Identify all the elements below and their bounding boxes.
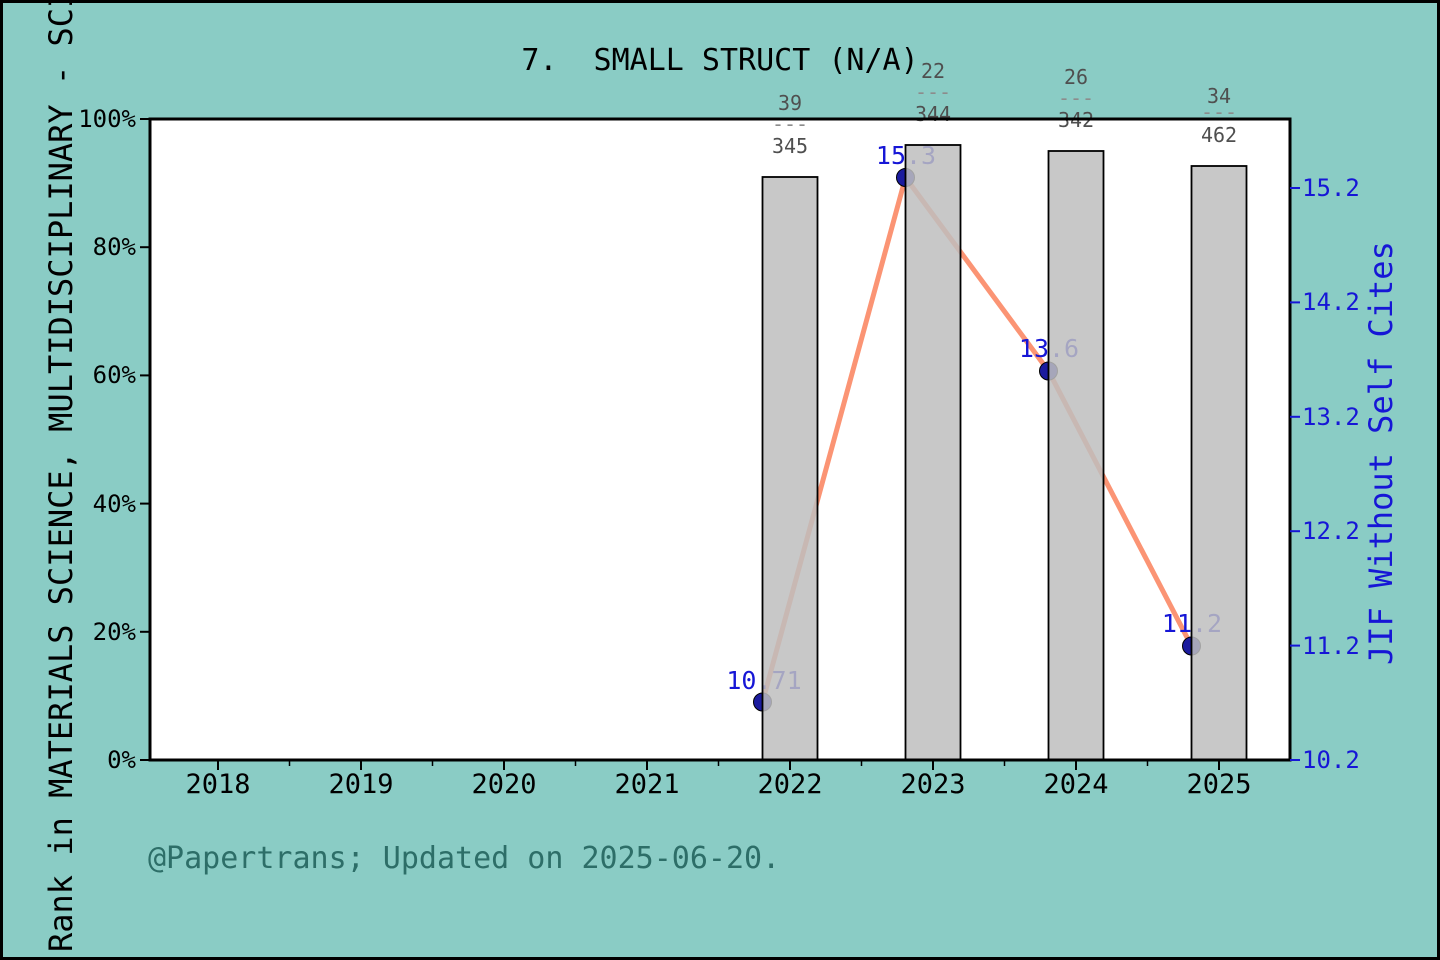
fraction-denominator: 462	[1201, 123, 1237, 147]
right-tick-label: 10.2	[1302, 746, 1360, 774]
left-tick-label: 60%	[93, 361, 137, 389]
rank-fraction-2025: 34 --- 462	[1201, 84, 1237, 147]
left-tick-label: 0%	[107, 746, 136, 774]
right-tick-label: 15.2	[1302, 174, 1360, 202]
x-tick-label: 2022	[757, 769, 822, 800]
x-axis-major-ticks	[217, 760, 1220, 770]
x-axis-minor-ticks	[288, 760, 1149, 766]
left-tick-label: 80%	[93, 233, 137, 261]
x-tick-label: 2023	[900, 769, 965, 800]
rank-fraction-2023: 22 --- 344	[915, 59, 951, 126]
x-tick-label: 2019	[328, 769, 393, 800]
fraction-denominator: 345	[772, 134, 808, 158]
x-tick-label: 2018	[185, 769, 250, 800]
right-tick-label: 12.2	[1302, 517, 1360, 545]
footer-credit: @Papertrans; Updated on 2025-06-20.	[148, 841, 780, 876]
right-axis-tick-labels: 15.2 14.2 13.2 12.2 11.2 10.2	[1302, 174, 1360, 774]
x-tick-label: 2021	[614, 769, 679, 800]
jif-line	[760, 171, 1194, 705]
rank-fraction-2022: 39 --- 345	[772, 91, 808, 158]
chart-title: 7. SMALL STRUCT (N/A)	[521, 43, 918, 78]
right-tick-label: 13.2	[1302, 403, 1360, 431]
fraction-numerator: 39	[778, 91, 802, 115]
left-axis-ticks	[140, 118, 150, 761]
left-tick-label: 20%	[93, 618, 137, 646]
rank-bar-2022	[761, 176, 819, 761]
x-tick-label: 2025	[1186, 769, 1251, 800]
x-tick-label: 2024	[1043, 769, 1108, 800]
plot-spines	[148, 117, 1292, 762]
fraction-numerator: 26	[1064, 65, 1088, 89]
fraction-bar: ---	[772, 112, 808, 136]
rank-fraction-2024: 26 --- 342	[1058, 65, 1094, 132]
fraction-numerator: 22	[921, 59, 945, 83]
fraction-bar: ---	[1058, 86, 1094, 110]
rank-bar-2023	[904, 144, 962, 761]
fraction-denominator: 344	[915, 102, 951, 126]
left-axis-tick-labels: 100% 80% 60% 40% 20% 0%	[78, 105, 136, 774]
left-tick-label: 40%	[93, 490, 137, 518]
rank-bar-2024	[1047, 150, 1105, 761]
left-axis-title: Rank in MATERIALS SCIENCE, MULTIDISCIPLI…	[42, 0, 80, 952]
fraction-bar: ---	[915, 80, 951, 104]
fraction-numerator: 34	[1207, 84, 1231, 108]
x-axis-tick-labels: 2018 2019 2020 2021 2022 2023 2024 2025	[185, 769, 1251, 800]
left-tick-label: 100%	[78, 105, 136, 133]
x-tick-label: 2020	[471, 769, 536, 800]
right-axis-title: JIF Without Self Cites	[1362, 241, 1400, 665]
rank-bar-2025	[1190, 165, 1248, 761]
right-tick-label: 14.2	[1302, 288, 1360, 316]
rank-bar-series	[761, 144, 1248, 761]
plot-area	[150, 119, 1290, 760]
right-tick-label: 11.2	[1302, 632, 1360, 660]
right-axis-ticks	[1290, 187, 1300, 761]
